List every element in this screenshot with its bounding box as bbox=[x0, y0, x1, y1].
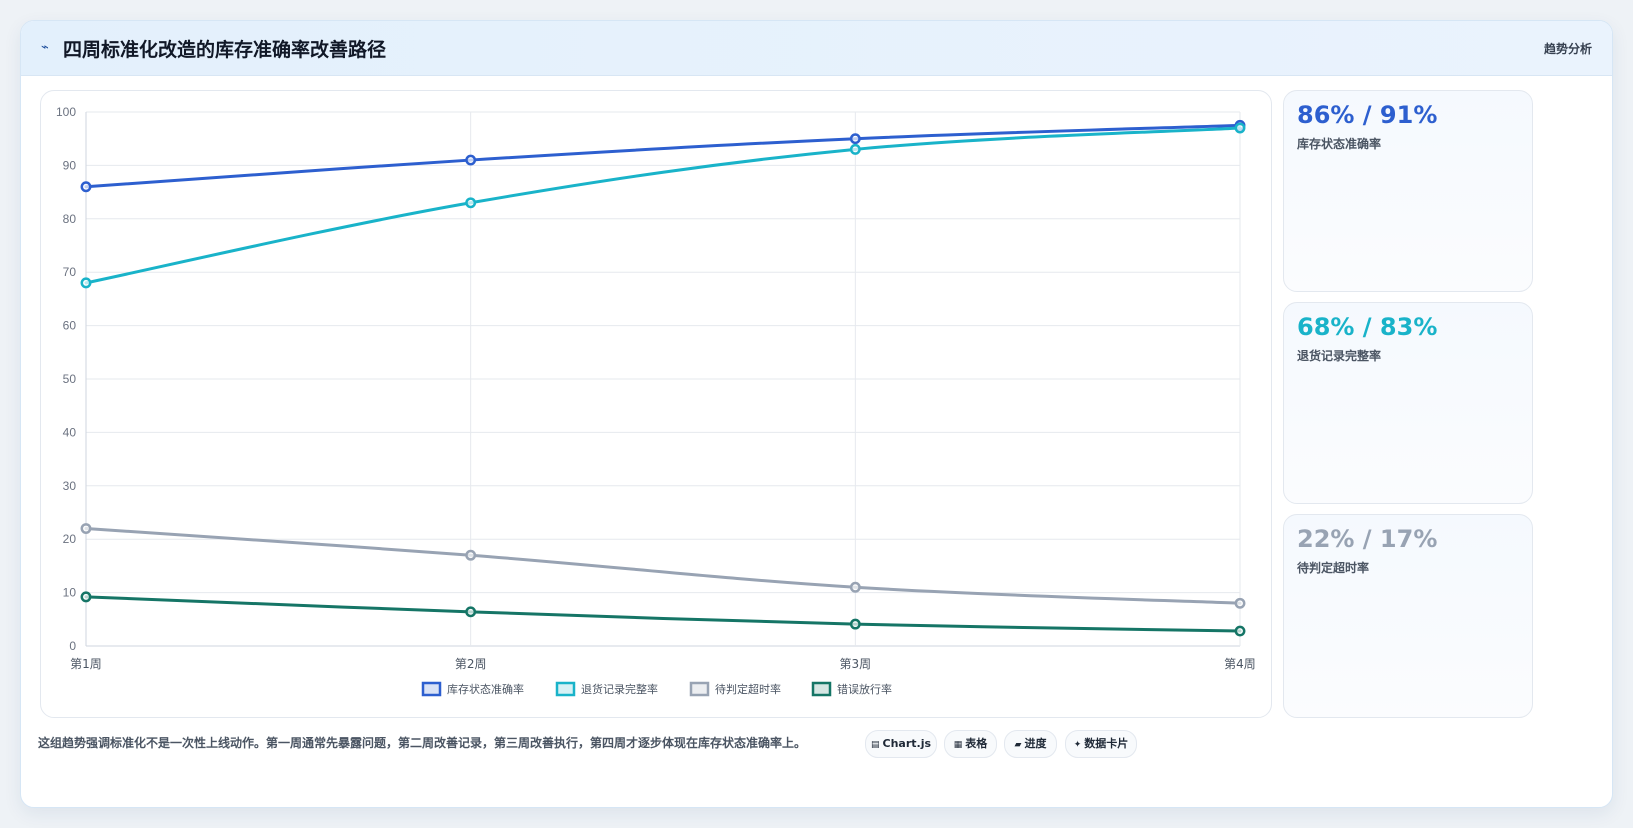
data-point bbox=[849, 581, 861, 593]
y-tick-label: 70 bbox=[63, 265, 77, 279]
side-card-return-record-completeness: 68% / 83% 退货记录完整率 bbox=[1283, 302, 1533, 504]
data-point bbox=[465, 197, 477, 209]
series-line bbox=[84, 126, 1242, 285]
legend-item: 待判定超时率 bbox=[689, 681, 781, 697]
progress-pill[interactable]: ▰ 进度 bbox=[1004, 730, 1057, 758]
data-point bbox=[80, 591, 92, 603]
data-point bbox=[1234, 122, 1246, 134]
card-header: ⌁ 四周标准化改造的库存准确率改善路径 趋势分析 bbox=[21, 21, 1612, 76]
pill-label: Chart.js bbox=[882, 737, 932, 750]
y-tick-label: 30 bbox=[63, 479, 77, 493]
side-card-inventory-accuracy: 86% / 91% 库存状态准确率 bbox=[1283, 90, 1533, 292]
legend-item: 错误放行率 bbox=[811, 681, 892, 697]
legend-swatch bbox=[421, 681, 442, 697]
data-point bbox=[465, 549, 477, 561]
side-card-pending-timeout-rate: 22% / 17% 待判定超时率 bbox=[1283, 514, 1533, 718]
y-tick-label: 20 bbox=[63, 532, 77, 546]
side-card-label: 待判定超时率 bbox=[1297, 561, 1370, 575]
data-point bbox=[849, 143, 861, 155]
series-line bbox=[84, 527, 1242, 605]
data-point bbox=[849, 133, 861, 145]
legend-item: 退货记录完整率 bbox=[555, 681, 658, 697]
data-point bbox=[465, 154, 477, 166]
legend-label: 待判定超时率 bbox=[715, 682, 781, 696]
pill-label: 表格 bbox=[965, 737, 988, 750]
data-point bbox=[1234, 597, 1246, 609]
progress-icon: ▰ bbox=[1014, 740, 1022, 750]
series-line bbox=[84, 595, 1242, 633]
trend-analysis-tag[interactable]: 趋势分析 bbox=[1543, 42, 1592, 56]
legend-item: 库存状态准确率 bbox=[421, 681, 524, 697]
pill-label: 数据卡片 bbox=[1084, 737, 1129, 750]
sparkle-icon: ✦ bbox=[1073, 740, 1082, 750]
y-tick-label: 0 bbox=[69, 639, 76, 653]
data-card-pill[interactable]: ✦ 数据卡片 bbox=[1065, 730, 1137, 758]
chartjs-pill[interactable]: ▤ Chart.js bbox=[865, 730, 937, 758]
legend-swatch bbox=[811, 681, 832, 697]
pill-label: 进度 bbox=[1024, 737, 1047, 750]
legend-swatch bbox=[555, 681, 576, 697]
data-point bbox=[80, 277, 92, 289]
data-point bbox=[80, 523, 92, 534]
y-tick-label: 100 bbox=[56, 105, 76, 119]
side-card-value: 86% / 91% bbox=[1297, 101, 1438, 129]
page-title: 四周标准化改造的库存准确率改善路径 bbox=[63, 39, 387, 61]
line-chart: 0 10 20 30 40 50 60 70 80 90 100 第1周 第2周 第3周 第4周库存状态准确… bbox=[56, 105, 1256, 697]
side-card-value: 68% / 83% bbox=[1297, 313, 1438, 341]
series-line bbox=[84, 123, 1242, 189]
chart-panel: 0 10 20 30 40 50 60 70 80 90 100 第1周 第2周 第3周 第4周库存状态准确… bbox=[40, 90, 1272, 718]
legend-label: 退货记录完整率 bbox=[581, 682, 658, 696]
table-icon: ▦ bbox=[953, 740, 963, 750]
data-point bbox=[1234, 625, 1246, 637]
side-card-label: 退货记录完整率 bbox=[1297, 349, 1382, 363]
data-point bbox=[465, 606, 477, 618]
chart-card: ⌁ 四周标准化改造的库存准确率改善路径 趋势分析 0 10 20 30 40 50 60 70… bbox=[20, 20, 1613, 808]
table-pill[interactable]: ▦ 表格 bbox=[944, 730, 997, 758]
data-point bbox=[849, 618, 861, 630]
x-tick-label: 第4周 bbox=[1224, 657, 1256, 671]
y-tick-label: 80 bbox=[63, 212, 77, 226]
y-tick-label: 50 bbox=[63, 372, 77, 386]
x-tick-label: 第1周 bbox=[70, 657, 102, 671]
x-tick-label: 第2周 bbox=[455, 657, 487, 671]
y-tick-label: 10 bbox=[63, 586, 77, 600]
side-card-label: 库存状态准确率 bbox=[1297, 137, 1382, 151]
legend-swatch bbox=[689, 681, 710, 697]
legend-label: 库存状态准确率 bbox=[447, 682, 524, 696]
y-tick-label: 60 bbox=[63, 319, 77, 333]
x-tick-label: 第3周 bbox=[840, 657, 872, 671]
y-tick-label: 90 bbox=[63, 158, 77, 172]
y-tick-label: 40 bbox=[63, 425, 77, 439]
chart-icon: ▤ bbox=[870, 740, 880, 750]
trend-icon: ⌁ bbox=[41, 40, 49, 55]
legend-label: 错误放行率 bbox=[837, 682, 892, 696]
side-card-value: 22% / 17% bbox=[1297, 525, 1438, 553]
data-point bbox=[80, 181, 92, 193]
footer-note: 这组趋势强调标准化不是一次性上线动作。第一周通常先暴露问题，第二周改善记录，第三… bbox=[38, 736, 807, 750]
